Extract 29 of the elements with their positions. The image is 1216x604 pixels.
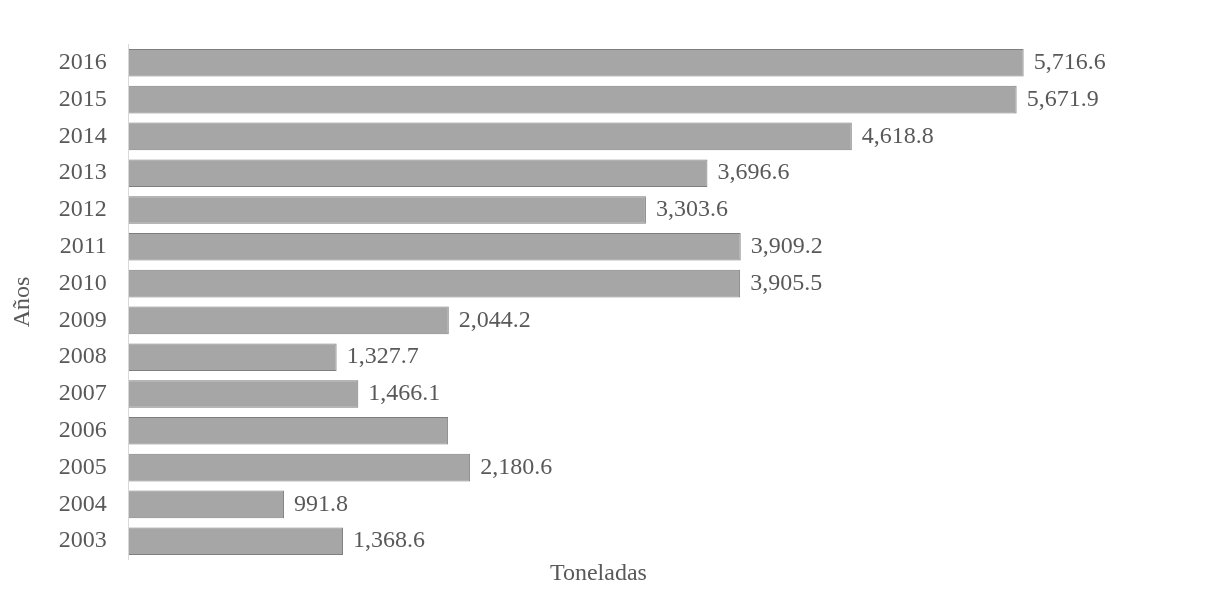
data-label: 1,466.1 bbox=[368, 379, 441, 406]
y-tick-label: 2003 bbox=[58, 526, 107, 553]
data-label: 1,327.7 bbox=[346, 342, 419, 369]
data-label: 2,044.2 bbox=[458, 305, 531, 332]
data-label: 2,180.6 bbox=[480, 452, 553, 479]
y-tick-label: 2009 bbox=[58, 305, 107, 332]
data-label: 3,696.6 bbox=[717, 158, 790, 185]
y-tick-label: 2016 bbox=[58, 48, 107, 75]
y-tick-label: 2013 bbox=[58, 158, 107, 185]
y-tick-label: 2005 bbox=[58, 452, 107, 479]
data-label: 4,618.8 bbox=[861, 121, 934, 148]
y-tick-label: 2004 bbox=[58, 489, 107, 516]
data-label: 5,671.9 bbox=[1026, 84, 1099, 111]
y-tick-label: 2006 bbox=[58, 416, 107, 443]
y-tick-label: 2012 bbox=[58, 195, 107, 222]
data-label: 991.8 bbox=[294, 489, 349, 516]
data-label: 3,303.6 bbox=[655, 195, 728, 222]
y-axis-title: Años bbox=[7, 276, 34, 328]
y-tick-label: 2014 bbox=[58, 121, 107, 148]
data-label: 1,368.6 bbox=[353, 526, 426, 553]
y-tick-label: 2007 bbox=[58, 379, 107, 406]
y-tick-label: 2010 bbox=[58, 268, 107, 295]
y-tick-label: 2015 bbox=[58, 84, 107, 111]
x-axis-title: Toneladas bbox=[549, 559, 647, 586]
y-tick-label: 2008 bbox=[58, 342, 107, 369]
data-label: 3,909.2 bbox=[750, 232, 823, 259]
y-tick-label: 2011 bbox=[59, 232, 107, 259]
data-label: 3,905.5 bbox=[750, 268, 823, 295]
data-label: 5,716.6 bbox=[1033, 48, 1106, 75]
